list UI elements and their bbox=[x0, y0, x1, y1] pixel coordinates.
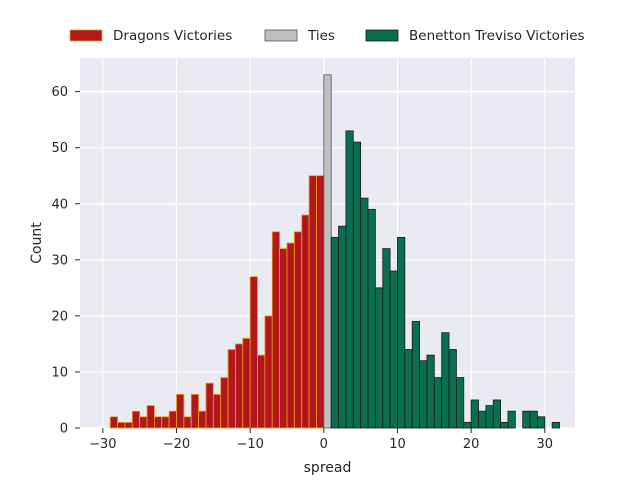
bar-benetton-treviso-victories bbox=[433, 377, 443, 429]
bar-benetton-treviso-victories bbox=[352, 141, 362, 429]
bar-benetton-treviso-victories bbox=[374, 287, 384, 429]
bar-benetton-treviso-victories bbox=[389, 270, 398, 429]
bar-benetton-treviso-victories bbox=[456, 377, 465, 429]
bar-dragons-victories bbox=[279, 248, 288, 429]
bar-dragons-victories bbox=[242, 337, 251, 429]
bar-dragons-victories bbox=[183, 416, 192, 429]
bar-benetton-treviso-victories bbox=[500, 421, 509, 429]
bar-dragons-victories bbox=[176, 393, 185, 429]
bar-dragons-victories bbox=[146, 405, 155, 429]
x-axis-ticks: −30 −20 −10 0 10 20 30 bbox=[89, 428, 553, 452]
bar-benetton-treviso-victories bbox=[485, 405, 494, 429]
bar-dragons-victories bbox=[190, 393, 199, 429]
bar-dragons-victories bbox=[220, 377, 229, 429]
legend-swatch bbox=[365, 29, 399, 42]
bar-benetton-treviso-victories bbox=[338, 225, 347, 429]
y-tick-label: 20 bbox=[51, 309, 68, 324]
bar-dragons-victories bbox=[212, 393, 222, 429]
bar-benetton-treviso-victories bbox=[367, 208, 376, 429]
legend-label: Dragons Victories bbox=[113, 28, 232, 44]
bar-benetton-treviso-victories bbox=[419, 360, 428, 429]
y-tick-label: 0 bbox=[60, 422, 68, 437]
bar-benetton-treviso-victories bbox=[448, 349, 457, 429]
bar-dragons-victories bbox=[124, 421, 133, 429]
x-tick-label: 10 bbox=[389, 437, 406, 452]
bar-benetton-treviso-victories bbox=[529, 410, 538, 429]
bar-benetton-treviso-victories bbox=[426, 354, 435, 429]
legend-label: Benetton Treviso Victories bbox=[409, 28, 585, 44]
bar-benetton-treviso-victories bbox=[463, 421, 472, 429]
bar-dragons-victories bbox=[153, 416, 163, 429]
bar-dragons-victories bbox=[293, 231, 303, 429]
bar-dragons-victories bbox=[257, 354, 266, 429]
bar-ties bbox=[323, 74, 332, 429]
bar-benetton-treviso-victories bbox=[507, 410, 516, 429]
bar-benetton-treviso-victories bbox=[551, 421, 560, 429]
y-axis-ticks: 0 10 20 30 40 50 60 bbox=[51, 85, 80, 437]
bar-dragons-victories bbox=[235, 343, 244, 429]
bar-benetton-treviso-victories bbox=[478, 410, 487, 429]
x-axis-label: spread bbox=[304, 460, 352, 476]
bar-benetton-treviso-victories bbox=[404, 349, 413, 429]
bar-benetton-treviso-victories bbox=[360, 197, 369, 429]
bars bbox=[109, 74, 560, 429]
bar-dragons-victories bbox=[198, 410, 207, 429]
y-tick-label: 10 bbox=[51, 365, 68, 380]
bar-dragons-victories bbox=[139, 416, 148, 429]
legend: Dragons Victories Ties Benetton Treviso Vi… bbox=[69, 28, 585, 44]
x-tick-label: 0 bbox=[320, 437, 328, 452]
legend-entry-ties: Ties bbox=[264, 28, 335, 44]
y-tick-label: 40 bbox=[51, 197, 68, 212]
legend-entry-dragons-victories: Dragons Victories bbox=[69, 28, 232, 44]
bar-benetton-treviso-victories bbox=[537, 416, 546, 429]
bar-benetton-treviso-victories bbox=[382, 248, 391, 429]
bar-benetton-treviso-victories bbox=[345, 130, 354, 429]
y-tick-label: 30 bbox=[51, 253, 68, 268]
bar-dragons-victories bbox=[131, 410, 141, 429]
bar-dragons-victories bbox=[271, 231, 281, 429]
x-tick-label: −10 bbox=[236, 437, 263, 452]
bar-dragons-victories bbox=[161, 416, 170, 429]
bar-dragons-victories bbox=[316, 175, 325, 429]
legend-swatch bbox=[264, 29, 298, 42]
legend-entry-benetton-treviso-victories: Benetton Treviso Victories bbox=[365, 28, 585, 44]
legend-label: Ties bbox=[307, 28, 335, 44]
bar-benetton-treviso-victories bbox=[441, 332, 450, 429]
bar-benetton-treviso-victories bbox=[470, 399, 479, 429]
bar-dragons-victories bbox=[117, 421, 126, 429]
bar-benetton-treviso-victories bbox=[492, 399, 502, 429]
bar-dragons-victories bbox=[308, 175, 317, 429]
bar-dragons-victories bbox=[264, 315, 273, 429]
bar-dragons-victories bbox=[109, 416, 118, 429]
x-tick-label: −20 bbox=[163, 437, 190, 452]
legend-swatch bbox=[69, 29, 103, 42]
x-tick-label: −30 bbox=[89, 437, 116, 452]
bar-benetton-treviso-victories bbox=[411, 321, 420, 429]
bar-benetton-treviso-victories bbox=[330, 236, 339, 429]
x-tick-label: 20 bbox=[463, 437, 480, 452]
bar-benetton-treviso-victories bbox=[397, 236, 406, 429]
x-tick-label: 30 bbox=[537, 437, 554, 452]
bar-dragons-victories bbox=[286, 242, 295, 429]
y-tick-label: 50 bbox=[51, 141, 68, 156]
bar-dragons-victories bbox=[168, 410, 177, 429]
bar-dragons-victories bbox=[205, 382, 214, 429]
bar-dragons-victories bbox=[301, 214, 310, 429]
y-axis-label: Count bbox=[29, 222, 45, 264]
bar-benetton-treviso-victories bbox=[522, 410, 531, 429]
y-tick-label: 60 bbox=[51, 85, 68, 100]
bar-dragons-victories bbox=[227, 349, 236, 429]
bar-dragons-victories bbox=[249, 276, 258, 429]
